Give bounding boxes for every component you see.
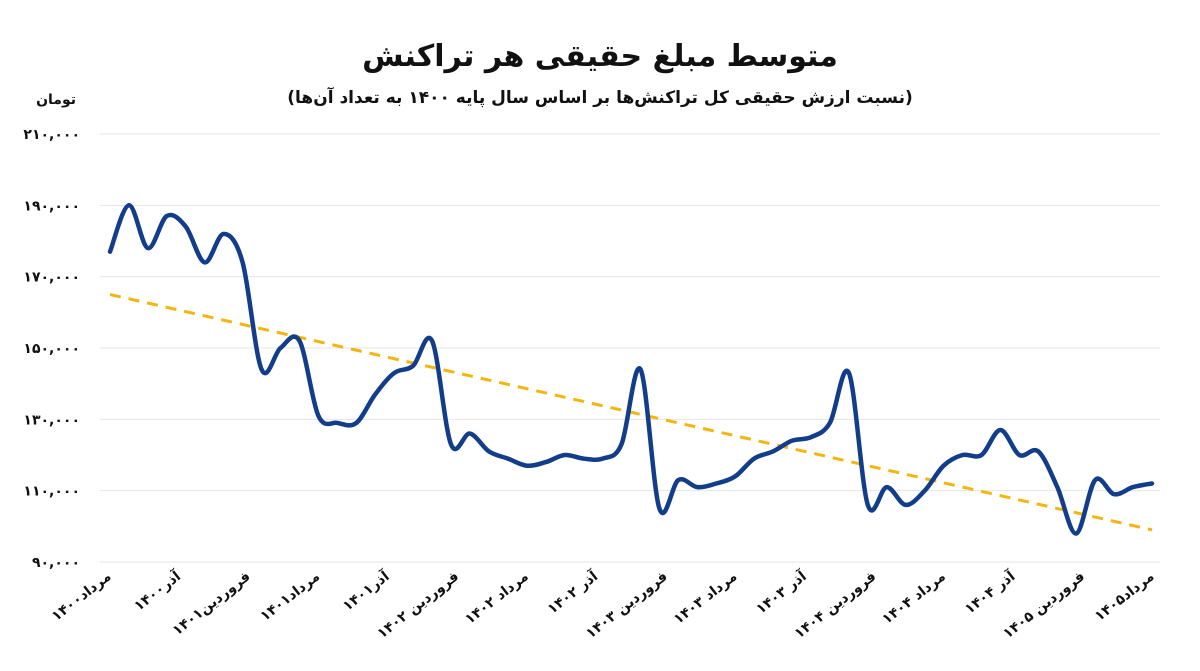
series-line <box>107 203 1155 536</box>
y-tick-label: ۱۵۰,۰۰۰ <box>23 341 80 357</box>
y-tick-label: ۱۷۰,۰۰۰ <box>23 270 80 286</box>
y-axis-unit-label: تومان <box>36 92 76 108</box>
x-tick-label: مرداد ۱۴۰۳ <box>671 569 740 628</box>
x-tick-label: مرداد۱۴۰۰ <box>49 569 115 625</box>
x-tick-label: آذر۱۴۰۱ <box>339 566 394 614</box>
gridlines <box>100 133 1160 563</box>
x-tick-label: آذر ۱۴۰۴ <box>961 566 1020 617</box>
trendline <box>109 293 1153 532</box>
chart-subtitle: (نسبت ارزش حقیقی کل تراکنش‌ها بر اساس سا… <box>287 86 913 108</box>
y-tick-label: ۹۰,۰۰۰ <box>32 555 80 571</box>
trendline-group <box>109 293 1153 532</box>
series-group <box>107 203 1155 536</box>
y-axis-ticks: ۹۰,۰۰۰ ۱۱۰,۰۰۰ ۱۳۰,۰۰۰ ۱۵۰,۰۰۰ ۱۷۰,۰۰۰ ۱۹۰,۰۰… <box>23 127 80 571</box>
chart-title: متوسط مبلغ حقیقی هر تراکنش <box>362 39 838 74</box>
y-tick-label: ۱۹۰,۰۰۰ <box>23 198 80 214</box>
y-tick-label: ۱۳۰,۰۰۰ <box>23 412 80 428</box>
y-tick-label: ۲۱۰,۰۰۰ <box>23 127 80 143</box>
x-tick-label: مرداد۱۴۰۱ <box>257 569 323 625</box>
x-tick-label: مرداد۱۴۰۵ <box>1092 569 1158 625</box>
x-tick-label: مرداد ۱۴۰۴ <box>879 569 948 628</box>
x-tick-label: آذر ۱۴۰۳ <box>752 566 811 617</box>
x-tick-label: مرداد ۱۴۰۲ <box>462 569 531 628</box>
x-tick-label: آذر۱۴۰۰ <box>130 566 185 614</box>
y-tick-label: ۱۱۰,۰۰۰ <box>23 484 80 500</box>
x-tick-label: آذر ۱۴۰۲ <box>544 566 603 617</box>
